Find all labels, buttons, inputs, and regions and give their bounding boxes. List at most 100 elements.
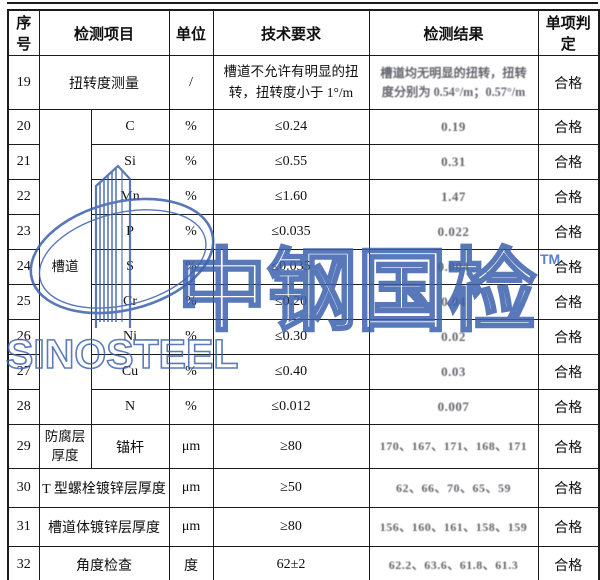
cell-verdict: 合格	[537, 468, 600, 508]
cell-verdict: 合格	[537, 214, 600, 250]
cell-requirement: ≥80	[212, 424, 370, 469]
cell-group-caodao: 槽道	[38, 109, 92, 425]
cell-requirement: 槽道不允许有明显的扭转，扭转度小于 1°/m	[212, 55, 370, 110]
cell-unit: %	[168, 319, 214, 355]
cell-serial: 30	[7, 468, 40, 508]
cell-unit: %	[168, 179, 214, 215]
cell-result: 0.04	[368, 284, 539, 320]
cell-serial: 32	[7, 546, 40, 580]
table-row: 22 Mn % ≤1.60 1.47 合格	[7, 179, 600, 215]
result-paste-box	[372, 110, 535, 144]
result-value: 槽道均无明显的扭转，扭转度分别为 0.54°/m；0.57°/m	[380, 66, 527, 99]
header-item: 检测项目	[38, 9, 170, 56]
cell-item: P	[90, 214, 170, 250]
result-value: 0.03	[441, 364, 466, 379]
result-paste-box	[372, 215, 535, 249]
cell-requirement: ≥50	[212, 468, 370, 508]
result-paste-box	[372, 390, 535, 424]
cell-serial: 24	[7, 249, 40, 285]
cell-result: 156、160、161、158、159	[368, 507, 539, 547]
cell-serial: 31	[7, 507, 40, 547]
cell-result: 槽道均无明显的扭转，扭转度分别为 0.54°/m；0.57°/m	[368, 55, 539, 110]
cell-item: Si	[90, 144, 170, 180]
result-value: 62、66、70、65、59	[396, 480, 512, 495]
result-paste-box	[372, 508, 535, 546]
table-row: 29 防腐层厚度 锚杆 μm ≥80 170、167、171、168、171 合…	[7, 424, 600, 469]
table-row: 23 P % ≤0.035 0.022 合格	[7, 214, 600, 250]
cell-serial: 28	[7, 389, 40, 425]
result-paste-box	[372, 547, 535, 580]
cell-result: 0.02	[368, 319, 539, 355]
cell-serial: 22	[7, 179, 40, 215]
cell-unit: %	[168, 249, 214, 285]
table-row: 26 Ni % ≤0.30 0.02 合格	[7, 319, 600, 355]
header-requirement: 技术要求	[212, 9, 370, 56]
cell-verdict: 合格	[537, 424, 600, 469]
cell-item: T 型螺栓镀锌层厚度	[38, 468, 170, 508]
cell-item: Mn	[90, 179, 170, 215]
result-value: 0.19	[441, 119, 466, 134]
table-row: 25 Cr % ≤0.20 0.04 合格	[7, 284, 600, 320]
table-row: 31 槽道体镀锌层厚度 μm ≥80 156、160、161、158、159 合…	[7, 507, 600, 547]
table-row: 20 槽道 C % ≤0.24 0.19 合格	[7, 109, 600, 425]
cell-verdict: 合格	[537, 546, 600, 580]
cell-verdict: 合格	[537, 55, 600, 110]
result-value: 0.04	[441, 294, 466, 309]
result-paste-box	[372, 180, 535, 214]
cell-unit: μm	[168, 468, 214, 508]
cell-unit: %	[168, 389, 214, 425]
table-row: 27 Cu % ≤0.40 0.03 合格	[7, 354, 600, 390]
cell-item: 锚杆	[90, 424, 170, 469]
cell-requirement: 62±2	[212, 546, 370, 580]
inspection-table: 序号 检测项目 单位 技术要求 检测结果 单项判定 19 扭转度测量 / 槽道不…	[7, 9, 600, 580]
result-value: 1.47	[441, 189, 466, 204]
header-unit: 单位	[168, 9, 214, 56]
table-row: 24 S % ≤0.035 0.004 合格	[7, 249, 600, 285]
cell-unit: 度	[168, 546, 214, 580]
table-row: 21 Si % ≤0.55 0.31 合格	[7, 144, 600, 180]
cell-result: 62、66、70、65、59	[368, 468, 539, 508]
result-value: 170、167、171、168、171	[379, 439, 528, 454]
cell-result: 0.004	[368, 249, 539, 285]
cell-verdict: 合格	[537, 284, 600, 320]
cell-requirement: ≤1.60	[212, 179, 370, 215]
cell-result: 62.2、63.6、61.8、61.3	[368, 546, 539, 580]
cell-verdict: 合格	[537, 144, 600, 180]
table-row: 19 扭转度测量 / 槽道不允许有明显的扭转，扭转度小于 1°/m 槽道均无明显…	[7, 55, 600, 110]
cell-serial: 27	[7, 354, 40, 390]
result-value: 0.022	[437, 224, 470, 239]
cell-serial: 20	[7, 109, 40, 145]
cell-verdict: 合格	[537, 389, 600, 425]
cell-result: 170、167、171、168、171	[368, 424, 539, 469]
result-paste-box	[372, 355, 535, 389]
table-row: 28 N % ≤0.012 0.007 合格	[7, 389, 600, 425]
cell-unit: %	[168, 144, 214, 180]
cell-unit: %	[168, 214, 214, 250]
header-verdict: 单项判定	[537, 9, 600, 56]
cell-requirement: ≤0.012	[212, 389, 370, 425]
cell-requirement: ≤0.40	[212, 354, 370, 390]
result-paste-box	[372, 145, 535, 179]
result-value: 0.02	[441, 329, 466, 344]
cell-serial: 26	[7, 319, 40, 355]
cell-requirement: ≥80	[212, 507, 370, 547]
cell-item: Cu	[90, 354, 170, 390]
cell-item: 角度检查	[38, 546, 170, 580]
cell-verdict: 合格	[537, 109, 600, 145]
cell-group-fangfu: 防腐层厚度	[38, 424, 92, 469]
result-value: 62.2、63.6、61.8、61.3	[388, 557, 519, 572]
cell-verdict: 合格	[537, 319, 600, 355]
result-value: 0.004	[437, 259, 470, 274]
cell-unit: μm	[168, 424, 214, 469]
table-row: 30 T 型螺栓镀锌层厚度 μm ≥50 62、66、70、65、59 合格	[7, 468, 600, 508]
result-paste-box	[372, 469, 535, 507]
result-paste-box	[372, 320, 535, 354]
cell-requirement: ≤0.035	[212, 214, 370, 250]
cell-unit: /	[168, 55, 214, 110]
cell-unit: %	[168, 284, 214, 320]
cell-verdict: 合格	[537, 354, 600, 390]
result-value: 0.007	[437, 399, 470, 414]
cell-result: 0.03	[368, 354, 539, 390]
cell-item: C	[90, 109, 170, 145]
header-serial: 序号	[7, 9, 40, 56]
